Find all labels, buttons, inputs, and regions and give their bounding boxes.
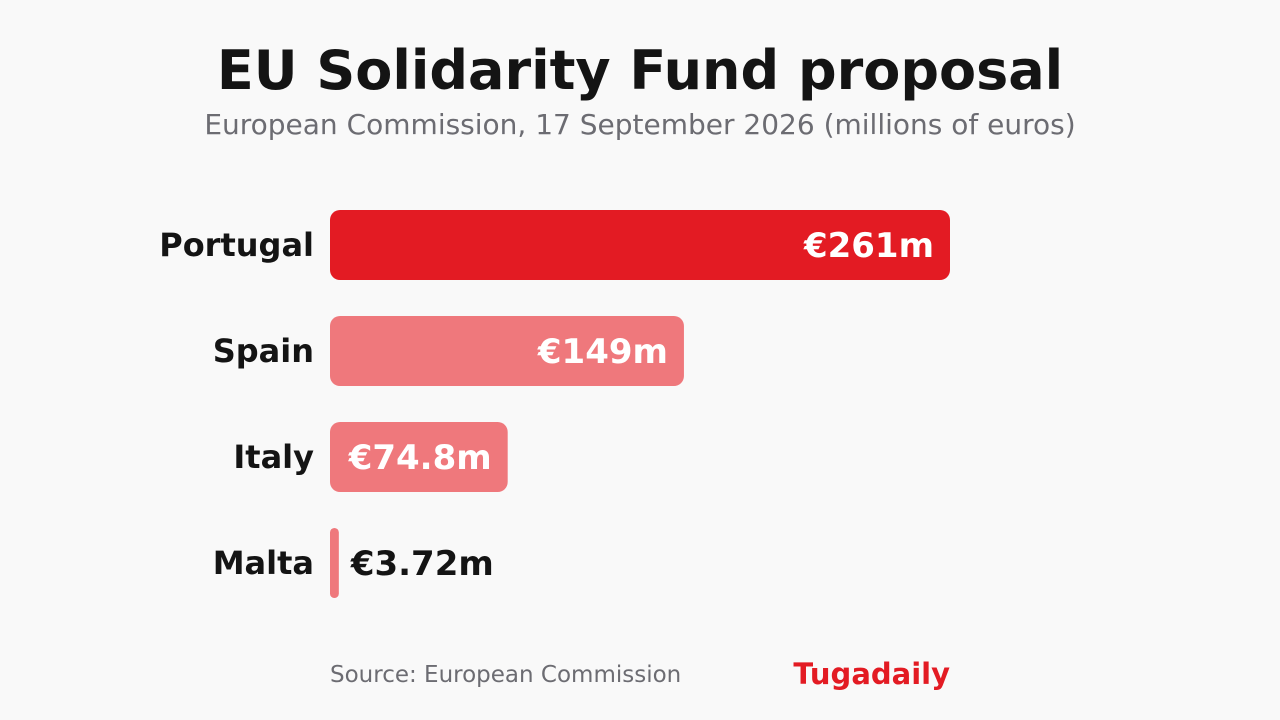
category-label: Portugal	[159, 226, 314, 264]
brand-logo: Tugadaily	[793, 657, 950, 691]
chart-title: EU Solidarity Fund proposal	[216, 39, 1064, 102]
category-label: Malta	[213, 544, 314, 582]
value-label: €74.8m	[348, 438, 492, 478]
value-label: €149m	[537, 332, 668, 372]
value-label: €3.72m	[350, 544, 494, 584]
bar	[330, 528, 339, 598]
category-label: Spain	[213, 332, 314, 370]
source-note: Source: European Commission	[330, 662, 682, 688]
value-label: €261m	[803, 226, 934, 266]
bar	[330, 422, 508, 492]
bar	[330, 210, 950, 280]
category-label: Italy	[233, 438, 314, 476]
bar	[330, 316, 684, 386]
chart-subtitle: European Commission, 17 September 2026 (…	[204, 108, 1076, 141]
